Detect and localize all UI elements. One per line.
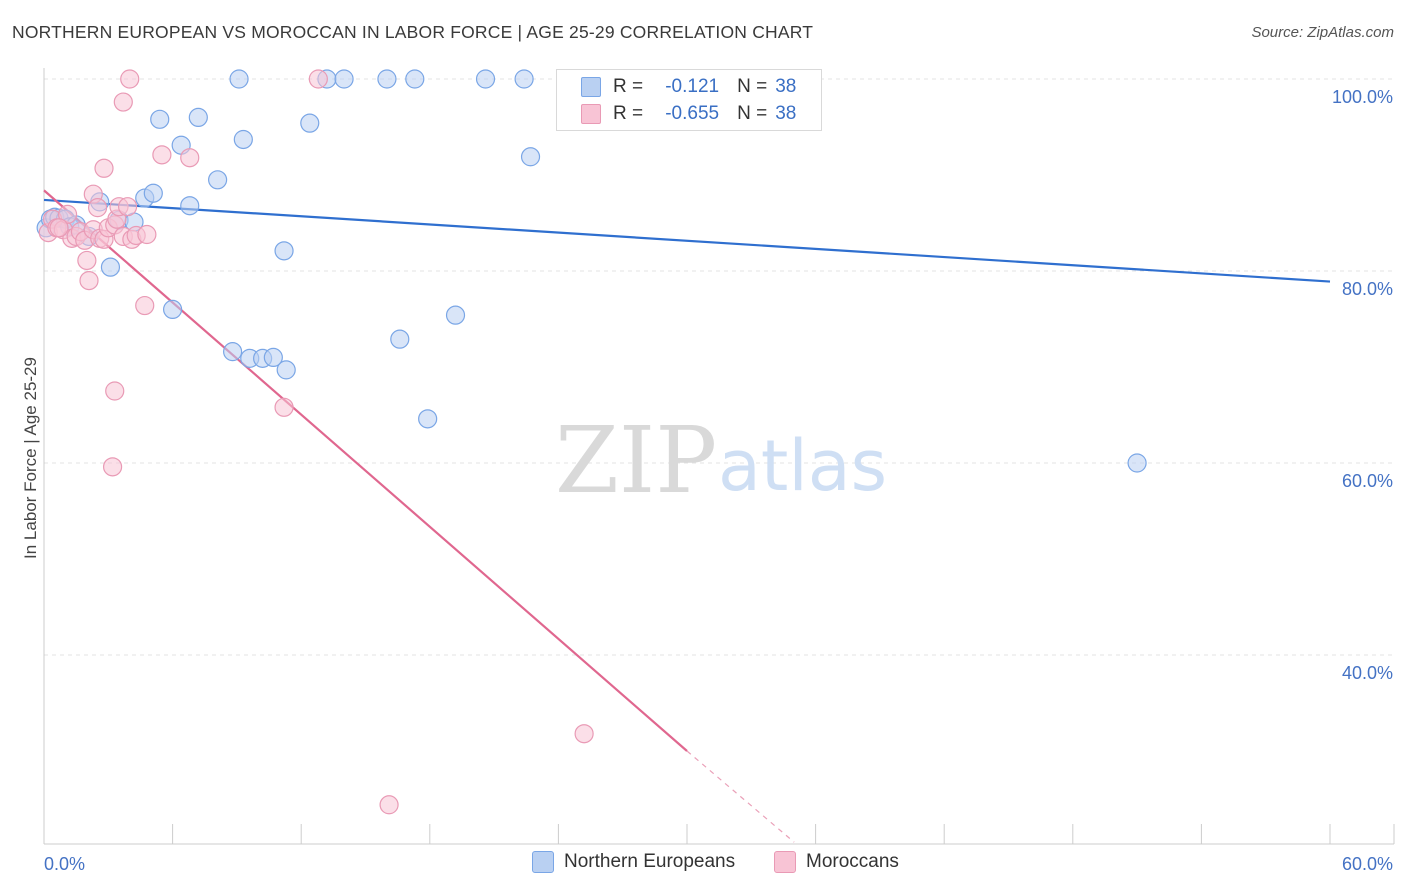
series-swatch-pink: [774, 851, 796, 873]
legend-row-moroccans: R = -0.655 N = 38: [581, 101, 796, 127]
point-northern-european: [1127, 453, 1147, 473]
zipatlas-watermark: ZIP atlas: [555, 407, 887, 514]
y-tick-label: 60.0%: [1342, 471, 1393, 491]
series-label: Moroccans: [806, 851, 899, 872]
point-northern-european: [514, 69, 534, 89]
trend-lines: [43, 189, 1331, 843]
point-northern-european: [418, 409, 438, 429]
legend-r-value: -0.121: [665, 76, 720, 97]
legend-swatch-blue: [581, 77, 601, 97]
point-moroccan: [574, 724, 594, 744]
point-northern-european: [229, 69, 249, 89]
source-label: Source: ZipAtlas.com: [1251, 24, 1394, 41]
y-tick-label: 100.0%: [1332, 87, 1393, 107]
point-northern-european: [405, 69, 425, 89]
point-northern-european: [208, 170, 228, 190]
trend-line-moroccans: [43, 189, 688, 752]
series-swatch-blue: [532, 851, 554, 873]
legend-n-value: 38: [775, 76, 797, 97]
legend-r-label: R =: [613, 103, 644, 124]
point-moroccan: [79, 271, 99, 291]
point-northern-european: [334, 69, 354, 89]
point-moroccan: [87, 198, 108, 218]
y-tick-label: 40.0%: [1342, 663, 1393, 683]
point-northern-european: [150, 109, 170, 129]
legend-r-value: -0.655: [665, 103, 720, 124]
correlation-legend: R = -0.121 N = 38 R = -0.655 N = 38: [556, 69, 822, 131]
legend-n-label: N =: [737, 103, 768, 124]
point-moroccan: [137, 224, 157, 245]
point-northern-european: [180, 196, 200, 216]
chart-title: NORTHERN EUROPEAN VS MOROCCAN IN LABOR F…: [12, 22, 814, 42]
point-moroccan: [180, 148, 200, 168]
x-tick-label: 60.0%: [1342, 854, 1393, 874]
watermark-atlas: atlas: [718, 425, 887, 507]
watermark-zip: ZIP: [555, 407, 717, 514]
trend-line-moroccans-extension: [686, 750, 795, 843]
y-tick-labels: 100.0% 80.0% 60.0% 40.0%: [1332, 87, 1393, 683]
point-northern-european: [274, 241, 294, 261]
point-northern-european: [475, 69, 496, 89]
point-northern-european: [276, 360, 296, 380]
point-northern-european: [445, 305, 466, 325]
point-northern-european: [377, 69, 397, 89]
axes: [43, 68, 1395, 845]
point-moroccan: [102, 457, 123, 477]
series-legend-moroccans: Moroccans: [774, 851, 899, 873]
point-northern-european: [143, 183, 163, 203]
point-moroccan: [379, 795, 399, 815]
data-points: [36, 69, 1147, 815]
legend-n-value: 38: [775, 103, 797, 124]
y-tick-label: 80.0%: [1342, 279, 1393, 299]
point-northern-european: [188, 107, 208, 128]
legend-row-northern-europeans: R = -0.121 N = 38: [581, 74, 796, 100]
trend-line-northern-europeans: [43, 198, 1331, 283]
point-moroccan: [274, 397, 294, 417]
point-moroccan: [94, 158, 114, 178]
y-axis-label: In Labor Force | Age 25-29: [21, 357, 40, 559]
point-moroccan: [49, 218, 69, 238]
point-northern-european: [223, 342, 243, 362]
point-northern-european: [100, 257, 121, 277]
point-moroccan: [120, 69, 140, 89]
point-northern-european: [520, 147, 541, 167]
point-northern-european: [163, 299, 183, 319]
legend-swatch-pink: [581, 104, 601, 124]
x-tick-labels: 0.0% 60.0%: [44, 854, 1393, 874]
point-moroccan: [105, 381, 125, 401]
point-moroccan: [117, 197, 138, 217]
point-moroccan: [152, 145, 172, 165]
point-moroccan: [113, 92, 133, 112]
series-legend-northern-europeans: Northern Europeans: [532, 851, 735, 873]
point-northern-european: [300, 113, 320, 133]
point-moroccan: [57, 204, 78, 224]
x-tick-label: 0.0%: [44, 854, 85, 874]
point-northern-european: [263, 347, 283, 367]
point-moroccan: [135, 295, 155, 316]
legend-n-label: N =: [737, 76, 768, 97]
series-label: Northern Europeans: [564, 851, 736, 872]
legend-r-label: R =: [613, 76, 644, 97]
point-northern-european: [390, 329, 410, 349]
point-moroccan: [77, 250, 97, 271]
point-moroccan: [308, 69, 328, 89]
point-northern-european: [233, 129, 253, 150]
